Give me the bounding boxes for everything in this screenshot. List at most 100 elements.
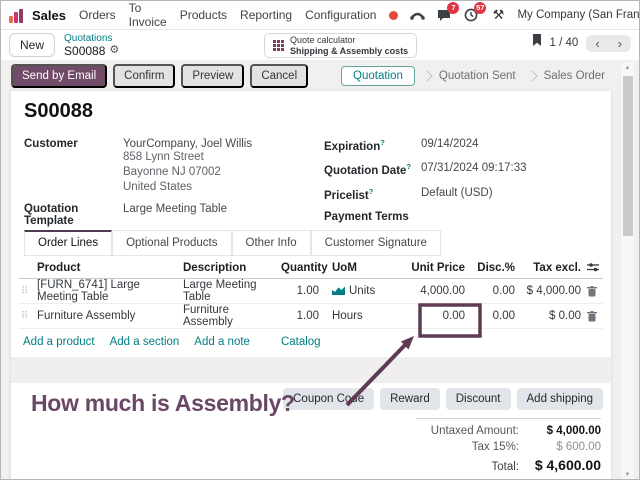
drag-handle-icon[interactable]: ⠿: [21, 285, 29, 297]
breadcrumb-quotations[interactable]: Quotations: [64, 32, 113, 44]
control-panel: New Quotations S00088 ⚙ Quote calculator…: [1, 30, 639, 60]
quote-calculator-line2: Shipping & Assembly costs: [290, 45, 409, 56]
delete-row-icon[interactable]: [587, 285, 605, 297]
tab-optional-products[interactable]: Optional Products: [112, 230, 232, 256]
scroll-up-icon[interactable]: ▲: [624, 65, 631, 71]
quotation-date-value[interactable]: 07/31/2024 09:17:33: [421, 162, 527, 175]
payment-terms-label: Payment Terms: [324, 210, 409, 223]
tax-label: Tax 15%:: [471, 441, 519, 453]
new-button[interactable]: New: [9, 33, 56, 57]
stage-quotation-sent[interactable]: Quotation Sent: [438, 70, 516, 82]
bookmark-icon[interactable]: [532, 34, 542, 52]
send-by-email-button[interactable]: Send by Email: [11, 64, 108, 88]
bar: [19, 8, 23, 23]
table-header-row: Product Description Quantity UoM Unit Pr…: [19, 258, 603, 279]
total-label: Total:: [491, 461, 520, 473]
customer-address-line1: 858 Lynn Street: [123, 151, 204, 163]
help-icon: ?: [380, 138, 385, 147]
cancel-button[interactable]: Cancel: [250, 64, 309, 88]
cell-uom[interactable]: Hours: [332, 310, 363, 322]
confirm-button[interactable]: Confirm: [113, 64, 176, 88]
scroll-down-icon[interactable]: ▼: [624, 472, 631, 478]
add-a-note-link[interactable]: Add a note: [194, 336, 250, 348]
cell-description[interactable]: Large Meeting Table: [183, 279, 257, 303]
stage-quotation[interactable]: Quotation: [341, 66, 415, 86]
pager-previous-button[interactable]: ‹: [595, 35, 600, 51]
catalog-link[interactable]: Catalog: [280, 336, 321, 348]
cell-unit-price-highlighted[interactable]: 0.00: [442, 310, 465, 322]
add-shipping-button[interactable]: Add shipping: [516, 388, 603, 410]
quote-calculator-button[interactable]: Quote calculator Shipping & Assembly cos…: [264, 33, 418, 58]
chevron-right-icon: [525, 70, 538, 82]
discount-button[interactable]: Discount: [445, 388, 511, 410]
col-uom: UoM: [332, 262, 357, 274]
gear-icon[interactable]: ⚙: [109, 44, 120, 56]
col-quantity: Quantity: [281, 262, 328, 274]
tools-icon[interactable]: ⚒: [492, 7, 505, 22]
pager-next-button[interactable]: ›: [617, 35, 622, 51]
notebook-tabs: Order Lines Optional Products Other Info…: [24, 230, 441, 256]
menu-to-invoice[interactable]: To Invoice: [128, 1, 167, 29]
menu-reporting[interactable]: Reporting: [240, 8, 293, 22]
cell-quantity[interactable]: 1.00: [296, 285, 319, 297]
preview-button[interactable]: Preview: [181, 64, 245, 88]
optional-columns-icon[interactable]: [587, 262, 605, 275]
messages-icon[interactable]: 7: [436, 2, 460, 23]
forecast-chart-icon[interactable]: [332, 285, 345, 298]
coupon-code-button[interactable]: Coupon Code: [283, 388, 375, 410]
tab-customer-signature[interactable]: Customer Signature: [310, 230, 441, 256]
cell-product[interactable]: Furniture Assembly: [37, 310, 136, 322]
customer-address-line3: United States: [123, 181, 193, 194]
sales-app-icon[interactable]: [9, 8, 23, 23]
table-row: ⠿ [FURN_6741] Large Meeting Table Large …: [19, 279, 603, 304]
cell-product[interactable]: [FURN_6741] Large Meeting Table: [37, 279, 140, 303]
section-divider: [11, 357, 611, 383]
vertical-scrollbar[interactable]: ▲ ▼: [620, 63, 634, 479]
activities-clock-icon[interactable]: 57: [463, 2, 487, 23]
customer-value[interactable]: YourCompany, Joel Willis: [123, 138, 253, 150]
reward-button[interactable]: Reward: [380, 388, 440, 410]
stage-sales-order[interactable]: Sales Order: [543, 70, 605, 82]
untaxed-amount-value: $ 4,000.00: [546, 425, 601, 437]
drag-handle-icon[interactable]: ⠿: [21, 310, 29, 322]
pricelist-label: Pricelist?: [324, 186, 374, 202]
promotion-buttons: Coupon Code Reward Discount Add shipping: [283, 388, 603, 410]
fields-left: Customer YourCompany, Joel Willis 858 Ly…: [24, 138, 314, 227]
untaxed-amount-label: Untaxed Amount:: [430, 425, 519, 437]
cell-unit-price[interactable]: 4,000.00: [420, 285, 465, 297]
tab-other-info[interactable]: Other Info: [231, 230, 311, 256]
cell-uom[interactable]: Units: [349, 285, 376, 297]
pricelist-value[interactable]: Default (USD): [421, 186, 493, 199]
quotation-template-label: Quotation Template: [24, 202, 79, 227]
order-lines-table: Product Description Quantity UoM Unit Pr…: [19, 258, 603, 355]
breadcrumb-current: S00088: [64, 43, 106, 58]
cell-discount[interactable]: 0.00: [492, 285, 515, 297]
form-sheet: S00088 Customer YourCompany, Joel Willis…: [11, 91, 611, 479]
col-tax-excl: Tax excl.: [533, 262, 581, 274]
add-a-product-link[interactable]: Add a product: [23, 336, 95, 348]
cell-quantity[interactable]: 1.00: [296, 310, 319, 322]
quotation-template-value[interactable]: Large Meeting Table: [123, 202, 227, 215]
expiration-value[interactable]: 09/14/2024: [421, 138, 479, 150]
customer-address-line2: Bayonne NJ 07002: [123, 166, 221, 179]
systray: 7 57 ⚒ My Company (San Francisco): [389, 2, 640, 26]
menu-products[interactable]: Products: [179, 8, 228, 22]
menu-orders[interactable]: Orders: [78, 8, 116, 22]
scrollbar-thumb[interactable]: [623, 76, 633, 236]
table-row: ⠿ Furniture Assembly Furniture Assembly …: [19, 304, 603, 329]
messages-badge: 7: [447, 2, 460, 14]
delete-row-icon[interactable]: [587, 310, 605, 322]
help-icon: ?: [406, 162, 412, 172]
form-statusbar: Send by Email Confirm Preview Cancel Quo…: [11, 64, 609, 88]
total-value: $ 4,600.00: [534, 457, 601, 473]
company-switcher[interactable]: My Company (San Francisco): [517, 9, 640, 21]
phone-icon[interactable]: [409, 7, 425, 23]
tab-order-lines[interactable]: Order Lines: [24, 230, 113, 256]
bar: [14, 11, 18, 23]
cell-discount[interactable]: 0.00: [492, 310, 515, 322]
cell-description[interactable]: Furniture Assembly: [183, 304, 233, 328]
app-name[interactable]: Sales: [32, 7, 66, 23]
menu-configuration[interactable]: Configuration: [305, 8, 377, 22]
breadcrumb: Quotations S00088 ⚙: [64, 32, 120, 58]
add-a-section-link[interactable]: Add a section: [109, 336, 180, 348]
